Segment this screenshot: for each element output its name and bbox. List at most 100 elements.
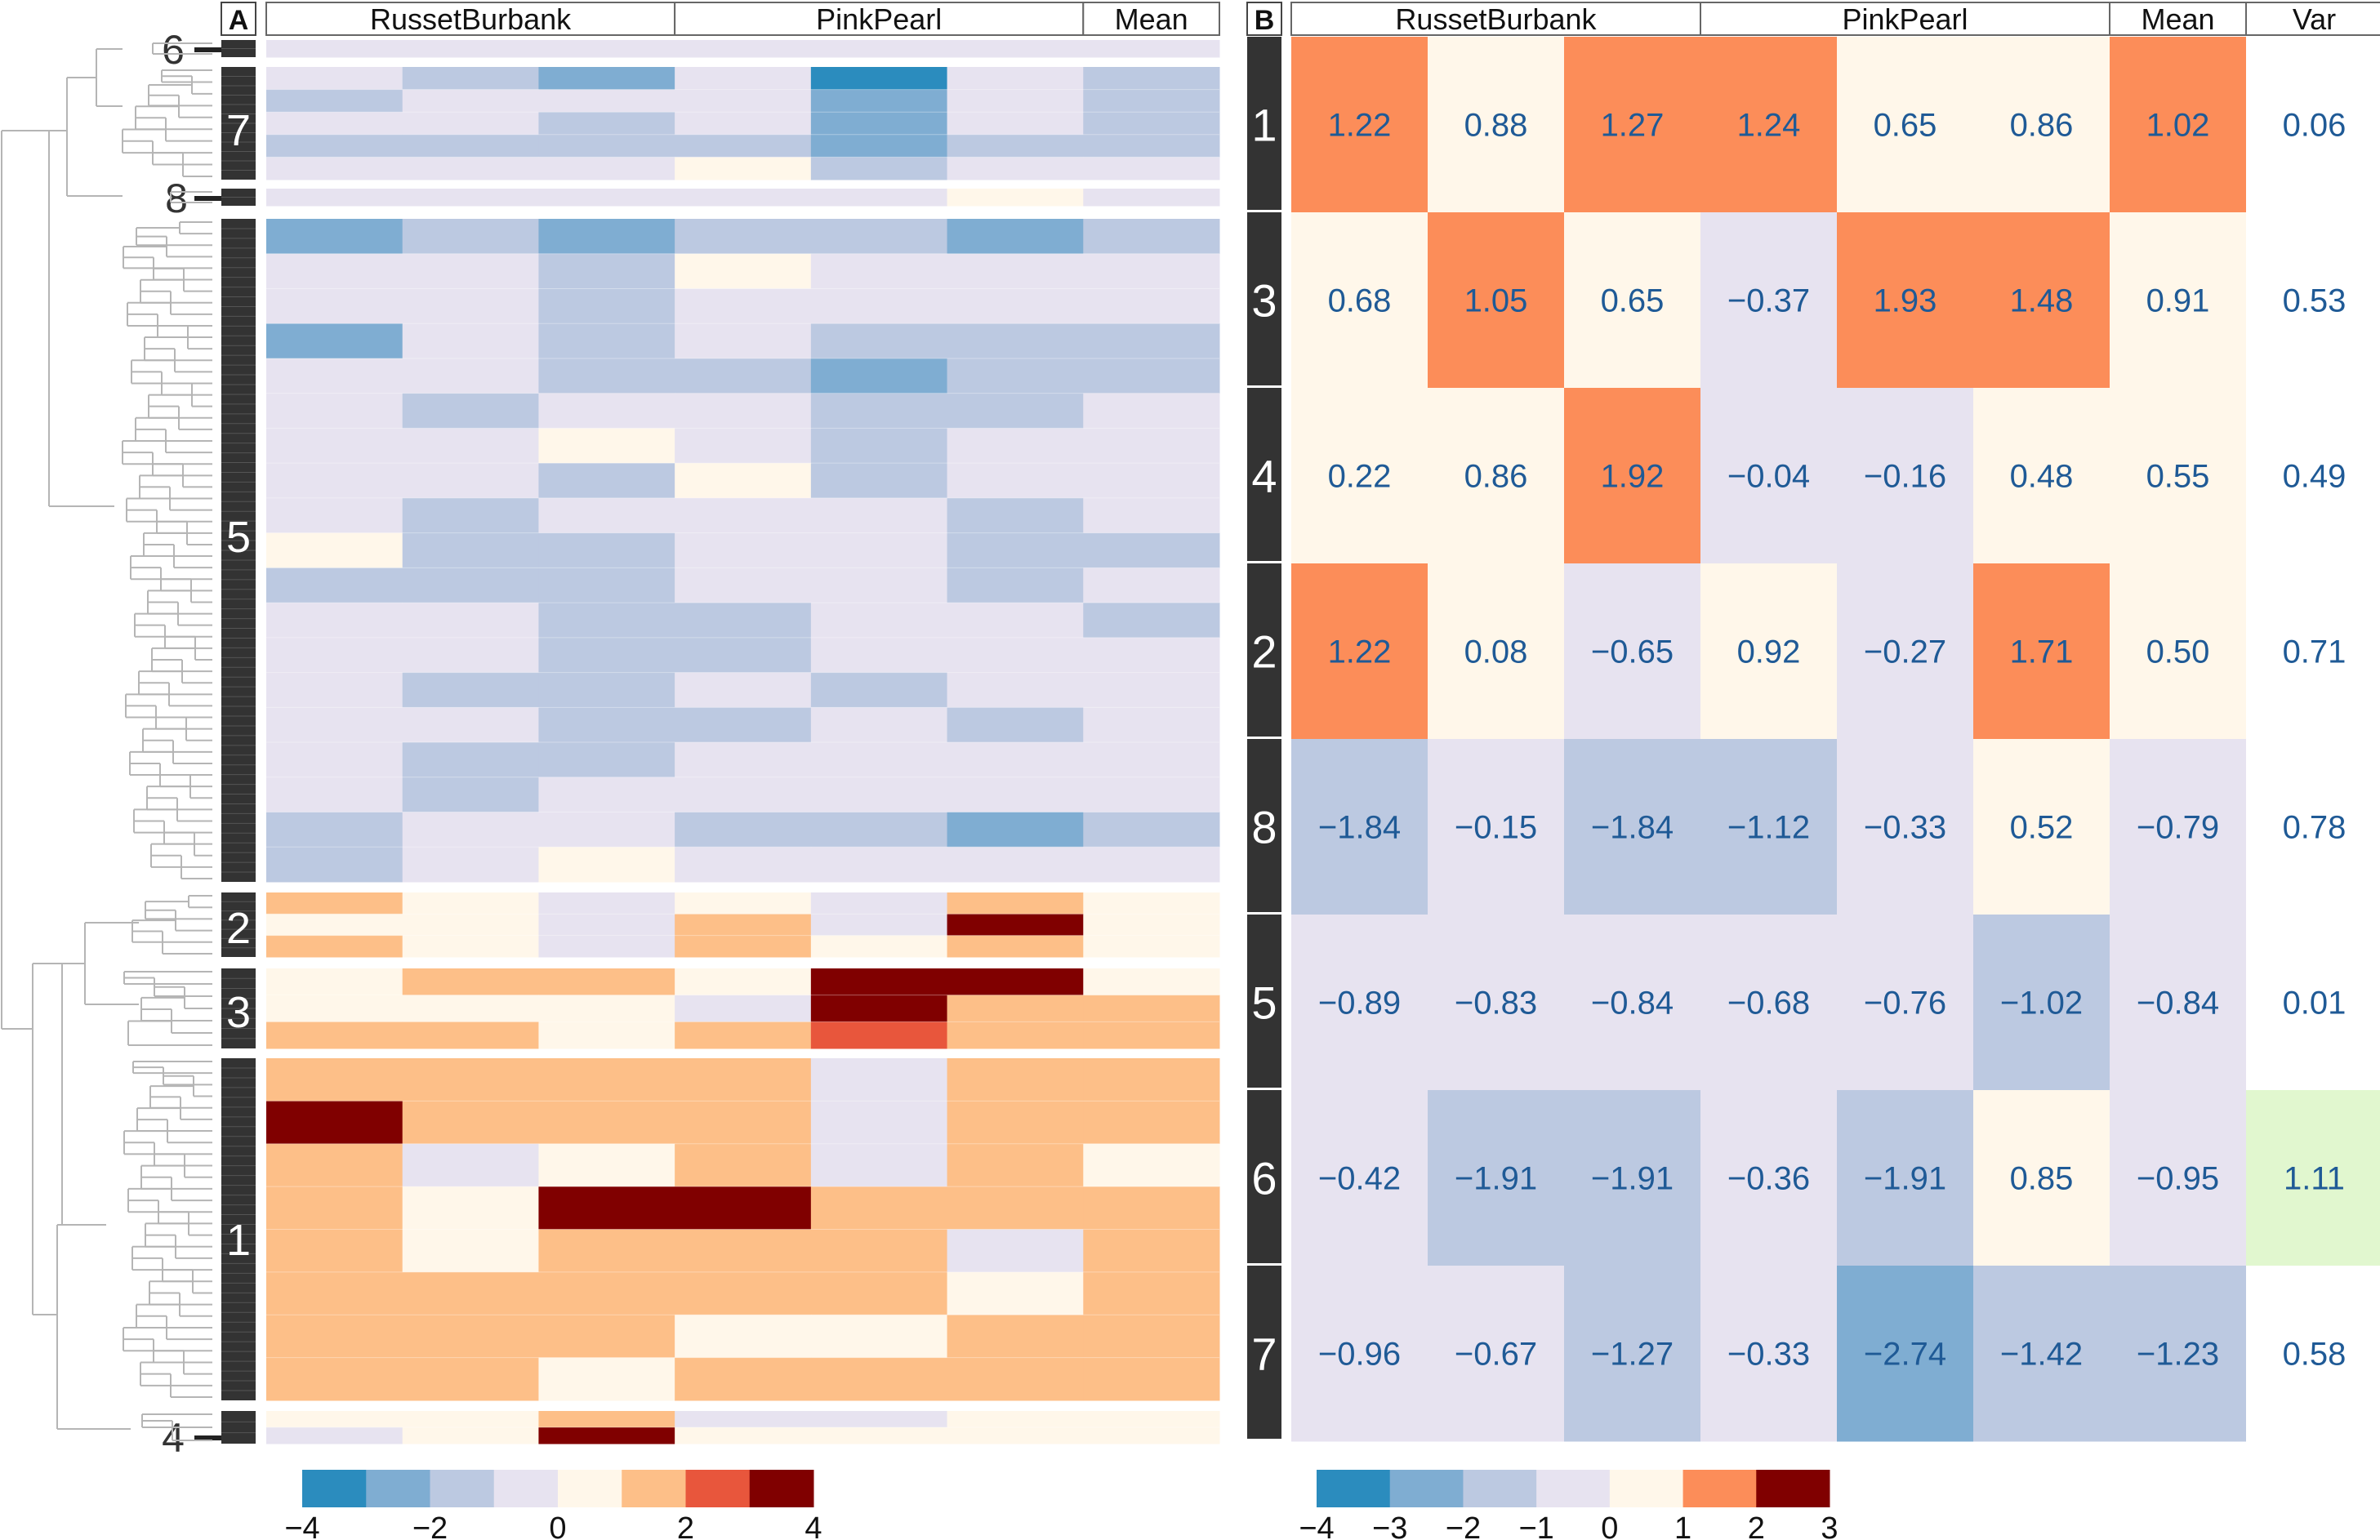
panel-b-header-box <box>1700 2 2110 36</box>
heatmap-cell <box>266 323 403 359</box>
heatmap-cell <box>402 812 539 848</box>
heatmap-cell <box>947 707 1084 743</box>
heatmap-cell <box>1700 388 1838 564</box>
panel-a-cluster-label: 1 <box>226 1216 251 1265</box>
heatmap-cell <box>1083 1186 1220 1230</box>
heatmap-cell <box>538 1357 675 1401</box>
heatmap-cell <box>1291 212 1428 389</box>
heatmap-cell <box>266 497 403 534</box>
heatmap-cell <box>1291 388 1428 564</box>
heatmap-cell <box>402 393 539 429</box>
cell-value-label: 1.05 <box>1464 283 1528 319</box>
cluster-bar <box>221 1411 256 1444</box>
heatmap-cell <box>266 463 403 499</box>
heatmap-cell <box>538 89 675 113</box>
heatmap-cell <box>810 1411 948 1428</box>
heatmap-cell <box>402 1411 539 1428</box>
cell-value-label: 0.53 <box>2283 283 2347 319</box>
heatmap-cell <box>402 603 539 639</box>
heatmap-cell <box>947 67 1084 91</box>
heatmap-cell <box>538 742 675 778</box>
cell-value-label: 0.58 <box>2283 1337 2347 1373</box>
heatmap-cell <box>947 288 1084 324</box>
cell-value-label: −0.76 <box>1864 986 1946 1021</box>
color-scale-swatch <box>1463 1470 1537 1507</box>
color-scale-tick-label: 0 <box>1601 1511 1618 1540</box>
cell-value-label: 0.52 <box>2010 810 2074 846</box>
heatmap-cell <box>675 134 812 158</box>
heatmap-cell <box>947 1186 1084 1230</box>
heatmap-cell <box>810 288 948 324</box>
heatmap-cell <box>266 707 403 743</box>
heatmap-cell <box>675 89 812 113</box>
panel-a-cluster-label: 5 <box>226 513 251 562</box>
heatmap-cell <box>947 1315 1084 1359</box>
heatmap-cell <box>1083 637 1220 674</box>
heatmap-cell <box>947 672 1084 708</box>
heatmap-cell <box>402 777 539 813</box>
heatmap-cell <box>402 1427 539 1444</box>
heatmap-cell <box>538 672 675 708</box>
heatmap-cell <box>1083 40 1220 58</box>
cell-value-label: 1.11 <box>2284 1161 2345 1197</box>
heatmap-cell <box>675 1021 812 1049</box>
cell-value-label: 0.92 <box>1737 634 1801 670</box>
color-scale-swatch <box>1756 1470 1830 1507</box>
heatmap-cell <box>1083 497 1220 534</box>
panel-b-row-5: 5 −0.89 −0.83 −0.84 −0.68 −0.76 −1.02 −0.84 0.01 <box>1247 915 2380 1091</box>
heatmap-cell <box>266 89 403 113</box>
heatmap-cell <box>266 393 403 429</box>
heatmap-cell <box>810 812 948 848</box>
cell-value-label: −1.84 <box>1318 810 1401 846</box>
cell-value-label: 0.85 <box>2010 1161 2074 1197</box>
heatmap-cell <box>402 532 539 568</box>
heatmap-cell <box>1083 112 1220 136</box>
panel-a-cluster-label: 2 <box>226 904 251 953</box>
heatmap-cell <box>402 1271 539 1315</box>
cell-value-label: −0.67 <box>1455 1337 1537 1373</box>
heatmap-cell <box>1083 892 1220 915</box>
heatmap-cell <box>810 603 948 639</box>
heatmap-cell <box>538 532 675 568</box>
heatmap-cell <box>1083 134 1220 158</box>
heatmap-cell <box>538 67 675 91</box>
panel-b-cluster-label: 5 <box>1251 977 1277 1029</box>
heatmap-cell <box>810 112 948 136</box>
heatmap-cell <box>810 428 948 464</box>
heatmap-cell <box>1564 739 1701 915</box>
heatmap-cell <box>1083 1315 1220 1359</box>
heatmap-cell <box>266 914 403 937</box>
color-scale-tick-label: −4 <box>284 1511 319 1540</box>
heatmap-cell <box>402 672 539 708</box>
heatmap-cell <box>810 532 948 568</box>
heatmap-cell <box>402 914 539 937</box>
heatmap-cell <box>675 532 812 568</box>
heatmap-cell <box>810 707 948 743</box>
heatmap-cell <box>402 1357 539 1401</box>
cell-value-label: 0.88 <box>1464 108 1528 144</box>
heatmap-cell <box>266 40 403 58</box>
heatmap-cell <box>947 1021 1084 1049</box>
heatmap-cell <box>402 1186 539 1230</box>
cell-value-label: 0.55 <box>2146 459 2210 495</box>
heatmap-cell <box>2110 1090 2247 1266</box>
heatmap-cell <box>1083 358 1220 394</box>
heatmap-cell <box>675 323 812 359</box>
cluster-bar <box>1247 1266 1281 1439</box>
heatmap-cell <box>675 847 812 883</box>
heatmap-cell <box>1973 915 2110 1091</box>
heatmap-cell <box>810 1229 948 1273</box>
panel-a-header-box <box>265 2 676 36</box>
heatmap-cell <box>266 1271 403 1315</box>
heatmap-cell <box>810 1357 948 1401</box>
heatmap-cell <box>947 935 1084 958</box>
heatmap-cell <box>538 995 675 1022</box>
heatmap-cell <box>402 288 539 324</box>
heatmap-cell <box>810 393 948 429</box>
heatmap-cell <box>266 812 403 848</box>
heatmap-cell <box>810 67 948 91</box>
cell-value-label: −1.27 <box>1591 1337 1674 1373</box>
heatmap-cell <box>1564 563 1701 740</box>
